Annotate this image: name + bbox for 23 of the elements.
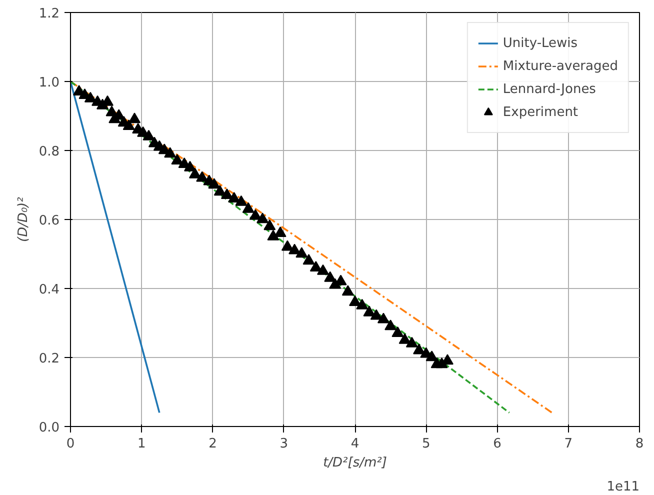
x-tick-label: 6 [493, 436, 502, 452]
y-tick-label: 1.0 [38, 76, 60, 90]
x-tick-label: 0 [66, 436, 75, 452]
legend-label: Experiment [502, 104, 578, 120]
x-axis-title: t/D²[s/m²] [323, 456, 387, 470]
x-tick-label: 3 [280, 436, 288, 452]
y-tick-label: 0.4 [38, 282, 60, 298]
x-tick-label: 1 [137, 436, 146, 452]
y-tick-label: 1.2 [38, 6, 60, 22]
legend-label: Mixture-averaged [502, 58, 618, 74]
x-tick-label: 7 [564, 436, 573, 452]
y-tick-label: 0.6 [38, 214, 60, 228]
y-tick-label: 0.2 [38, 352, 60, 366]
x-tick-label: 5 [422, 436, 430, 452]
x-tick-label: 2 [208, 436, 217, 452]
y-tick-label: 0.0 [38, 420, 60, 436]
x-tick-label: 4 [350, 436, 360, 452]
y-tick-label: 0.8 [38, 144, 60, 160]
x-tick-label: 8 [635, 436, 644, 452]
y-axis-title: (D/D₀)² [16, 197, 31, 242]
text: 1e11 [606, 480, 640, 494]
legend-label: Unity-Lewis [502, 36, 578, 50]
legend-label: Lennard-Jones [502, 82, 596, 96]
